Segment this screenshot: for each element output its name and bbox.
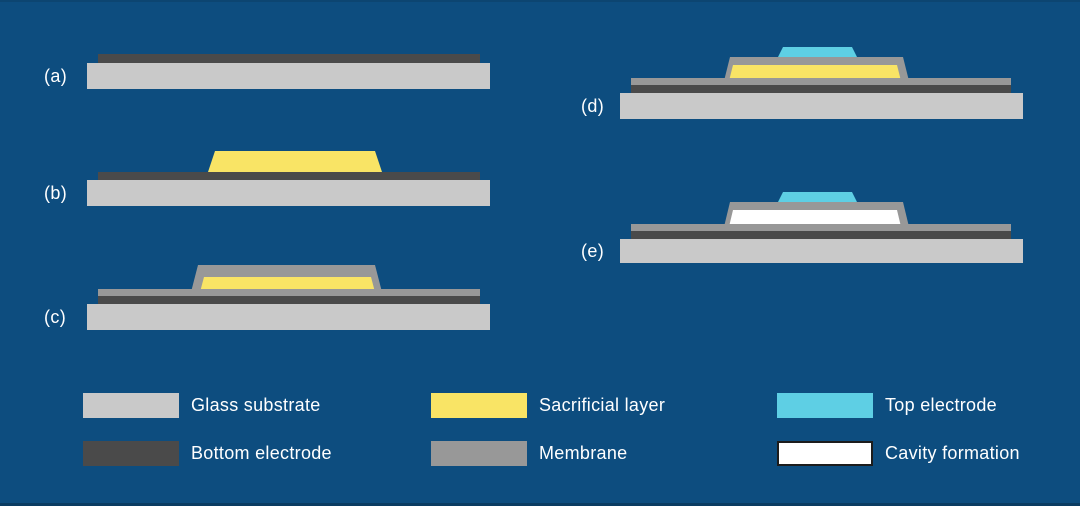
sacrificial-layer-swatch [431, 393, 527, 418]
legend-label: Top electrode [885, 395, 997, 415]
membrane-strip [98, 289, 480, 296]
panel-e-label: (e) [581, 241, 605, 261]
membrane-strip [631, 78, 1011, 85]
bottom-electrode-layer [98, 54, 480, 63]
panel-d [620, 47, 1023, 119]
legend-item-top-electrode: Top electrode [777, 393, 997, 418]
cavity-formation-swatch [777, 441, 873, 466]
sacrificial-layer [208, 151, 382, 172]
bottom-electrode-layer [631, 85, 1011, 93]
legend-label: Cavity formation [885, 443, 1020, 463]
membrane-strip [631, 224, 1011, 231]
panel-c [87, 265, 490, 330]
glass-substrate-swatch [83, 393, 179, 418]
legend-item-glass-substrate: Glass substrate [83, 393, 321, 418]
top-electrode-layer [778, 47, 857, 57]
panel-d-label: (d) [581, 96, 605, 116]
legend-label: Bottom electrode [191, 443, 332, 463]
glass-substrate-layer [620, 93, 1023, 119]
panel-a-label: (a) [44, 66, 68, 86]
bottom-electrode-layer [631, 231, 1011, 239]
glass-substrate-layer [87, 304, 490, 330]
bottom-electrode-layer [98, 172, 480, 180]
panel-a [87, 54, 490, 89]
top-electrode-layer [778, 192, 857, 202]
panel-c-label: (c) [44, 307, 67, 327]
legend-label: Sacrificial layer [539, 395, 666, 415]
legend-item-membrane: Membrane [431, 441, 627, 466]
legend-label: Membrane [539, 443, 628, 463]
glass-substrate-layer [87, 180, 490, 206]
legend-item-cavity-formation: Cavity formation [777, 441, 1020, 466]
panel-e [620, 192, 1023, 263]
membrane-swatch [431, 441, 527, 466]
legend-label: Glass substrate [191, 395, 321, 415]
panel-b-label: (b) [44, 183, 68, 203]
top-electrode-swatch [777, 393, 873, 418]
top-edge-line [0, 0, 1080, 2]
glass-substrate-layer [620, 239, 1023, 263]
bottom-electrode-layer [98, 296, 480, 304]
bottom-edge-line [0, 503, 1080, 506]
glass-substrate-layer [87, 63, 490, 89]
legend-item-sacrificial-layer: Sacrificial layer [431, 393, 665, 418]
bottom-electrode-swatch [83, 441, 179, 466]
panel-b [87, 151, 490, 206]
legend-item-bottom-electrode: Bottom electrode [83, 441, 332, 466]
